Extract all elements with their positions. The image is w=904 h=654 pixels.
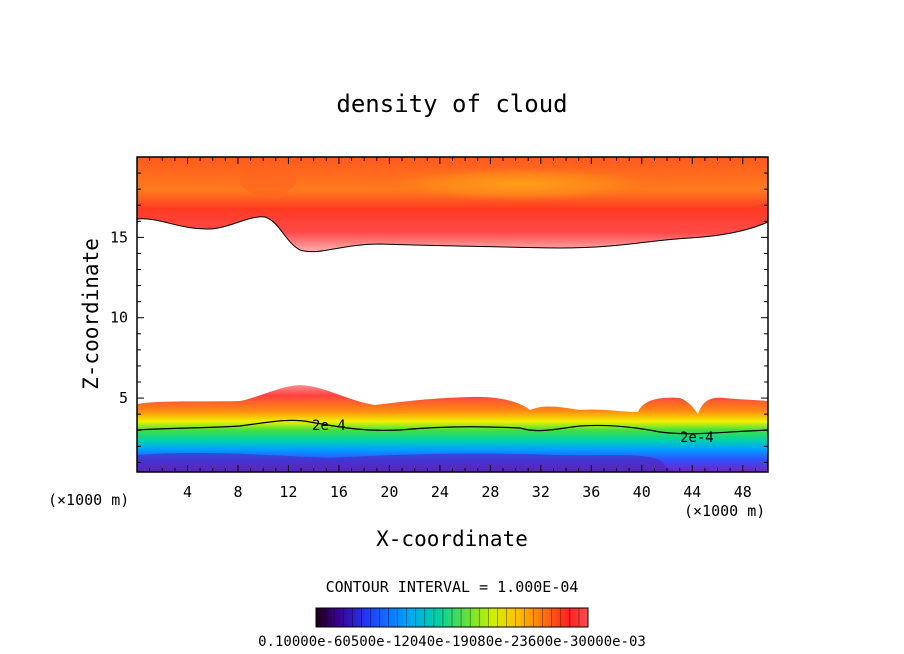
x-tick-label: 4 <box>183 483 192 501</box>
x-tick-label: 12 <box>279 483 297 501</box>
upper-cloud-core <box>370 166 670 202</box>
y-tick-label: 5 <box>119 389 128 407</box>
plot-area <box>137 157 768 472</box>
x-tick-label: 8 <box>233 483 242 501</box>
x-axis-ticks: 4 8 12 16 20 24 28 32 36 40 44 48 <box>149 157 756 501</box>
x-tick-label: 48 <box>734 483 752 501</box>
x-tick-label: 40 <box>633 483 651 501</box>
chart-title: density of cloud <box>336 90 567 118</box>
colorbar-ticks <box>324 608 580 627</box>
contour-line-upper <box>136 216 769 253</box>
y-tick-label: 15 <box>110 228 128 246</box>
contour-line-lower <box>136 419 769 435</box>
contour-label: 2e-4 <box>680 430 714 446</box>
x-tick-label: 16 <box>330 483 348 501</box>
contour-interval-label: CONTOUR INTERVAL = 1.000E-04 <box>326 578 579 596</box>
y-axis-label: Z-coordinate <box>79 238 103 390</box>
x-tick-label: 44 <box>683 483 701 501</box>
x-tick-label: 28 <box>481 483 499 501</box>
x-tick-label: 20 <box>380 483 398 501</box>
lower-cloud-base <box>137 452 668 472</box>
x-tick-label: 36 <box>582 483 600 501</box>
y-axis-ticks: 5 10 15 <box>110 172 768 463</box>
x-tick-label: 24 <box>431 483 449 501</box>
colorbar-labels: 0.10000e-60500e-12040e-19080e-23600e-300… <box>258 634 646 650</box>
x-tick-label: 32 <box>532 483 550 501</box>
contour-label: 2e-4 <box>312 418 346 434</box>
lower-cloud-layer <box>137 385 768 472</box>
x-axis-label: X-coordinate <box>376 527 528 551</box>
x-unit-left: (×1000 m) <box>48 491 129 509</box>
y-tick-label: 10 <box>110 309 128 327</box>
upper-cloud-hotspot <box>240 164 296 196</box>
x-unit-right: (×1000 m) <box>684 502 765 520</box>
